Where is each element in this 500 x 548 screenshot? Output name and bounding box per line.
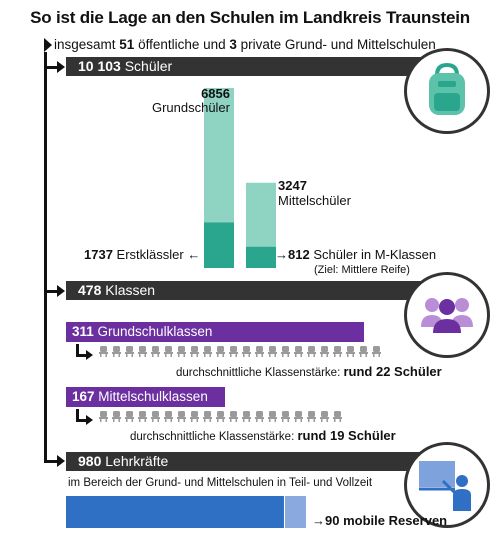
chair-icon — [112, 346, 121, 357]
m-note: (Ziel: Mittlere Reife) — [314, 264, 410, 276]
m-label: →812 Schüler in M-Klassen — [275, 247, 437, 262]
chair-icon — [151, 411, 160, 422]
chair-icon — [125, 346, 134, 357]
people-icon — [421, 298, 473, 333]
mittel-corner-arrow-h — [76, 419, 88, 422]
chair-icon — [203, 411, 212, 422]
chair-icon — [372, 346, 381, 357]
teachers-reserve-bar — [284, 496, 306, 528]
erst-label: 1737 Erstklässler ← — [84, 247, 201, 262]
mittel-corner-tri — [86, 415, 93, 425]
arrow-right-icon: → — [312, 513, 325, 528]
classes-arrow — [57, 285, 65, 297]
mittel-value-label: 3247 — [278, 178, 307, 193]
chair-icon — [138, 346, 147, 357]
chair-icon — [242, 346, 251, 357]
classes-connector — [44, 290, 58, 293]
students-icon-circle — [404, 48, 490, 134]
chair-icon — [268, 411, 277, 422]
chair-icon — [320, 411, 329, 422]
grund-corner-tri — [86, 350, 93, 360]
students-connector — [44, 66, 58, 69]
teachers-connector — [44, 460, 58, 463]
chair-icon — [190, 346, 199, 357]
chair-icon — [255, 346, 264, 357]
teachers-icon-circle — [404, 442, 490, 528]
grund-classes-bar: 311 Grundschulklassen — [66, 322, 364, 342]
teachers-arrow — [57, 455, 65, 467]
arrow-right-icon: → — [275, 247, 288, 262]
chair-icon — [346, 346, 355, 357]
arrow-left-icon: ← — [187, 247, 201, 262]
chair-icon — [307, 411, 316, 422]
intro-text: insgesamt 51 öffentliche und 3 private G… — [54, 37, 436, 52]
mittel-name-label: Mittelschüler — [278, 193, 351, 208]
chair-icon — [99, 346, 108, 357]
chair-icon — [281, 346, 290, 357]
chair-icon — [294, 346, 303, 357]
students-bar-chart — [204, 88, 276, 268]
mittel-note: durchschnittliche Klassenstärke: rund 19… — [130, 428, 396, 443]
chair-icon — [203, 346, 212, 357]
bar-total-0 — [204, 88, 234, 223]
timeline-spine — [44, 52, 47, 462]
bar-sub-1 — [246, 246, 276, 268]
grund-chair-row — [98, 346, 382, 357]
grund-name-label: Grundschüler — [151, 100, 230, 115]
chair-icon — [190, 411, 199, 422]
chair-icon — [255, 411, 264, 422]
chair-icon — [333, 346, 342, 357]
chair-icon — [216, 346, 225, 357]
chair-icon — [359, 346, 368, 357]
classes-icon-circle — [404, 272, 490, 358]
chair-icon — [320, 346, 329, 357]
chair-icon — [268, 346, 277, 357]
chair-icon — [242, 411, 251, 422]
top-arrow — [44, 38, 52, 52]
teachers-bar — [66, 496, 306, 528]
mittel-chair-row — [98, 411, 343, 422]
grund-value-label: 6856 — [201, 86, 230, 101]
classes-header: 478 Klassen — [66, 281, 436, 300]
chair-icon — [281, 411, 290, 422]
chair-icon — [177, 346, 186, 357]
chair-icon — [216, 411, 225, 422]
chair-icon — [177, 411, 186, 422]
mittel-corner-arrow — [76, 409, 79, 422]
chair-icon — [151, 346, 160, 357]
chair-icon — [229, 411, 238, 422]
bar-sub-0 — [204, 222, 234, 268]
students-header: 10 103 Schüler — [66, 57, 436, 76]
backpack-icon — [429, 62, 465, 115]
infographic-title: So ist die Lage an den Schulen im Landkr… — [30, 8, 470, 27]
teachers-main-bar — [66, 496, 284, 528]
grund-corner-arrow — [76, 344, 79, 357]
bar-total-1 — [246, 182, 276, 247]
chair-icon — [307, 346, 316, 357]
teachers-subtitle: im Bereich der Grund- und Mittelschulen … — [68, 477, 373, 489]
teachers-header: 980 Lehrkräfte — [66, 452, 436, 471]
chair-icon — [229, 346, 238, 357]
chair-icon — [294, 411, 303, 422]
grund-corner-arrow-h — [76, 354, 88, 357]
reserve-label: →90 mobile Reserven — [312, 513, 448, 528]
teacher-icon — [419, 461, 471, 511]
mittel-classes-bar: 167 Mittelschulklassen — [66, 387, 225, 407]
chair-icon — [333, 411, 342, 422]
chair-icon — [125, 411, 134, 422]
students-arrow — [57, 61, 65, 73]
grund-note: durchschnittliche Klassenstärke: rund 22… — [176, 364, 442, 379]
chair-icon — [99, 411, 108, 422]
chair-icon — [112, 411, 121, 422]
chair-icon — [138, 411, 147, 422]
chair-icon — [164, 411, 173, 422]
chair-icon — [164, 346, 173, 357]
